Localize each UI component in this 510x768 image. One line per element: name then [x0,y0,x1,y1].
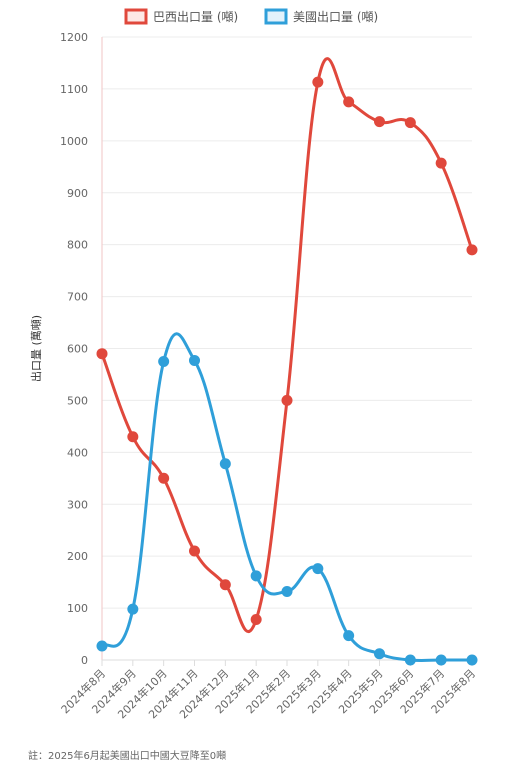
data-point[interactable] [158,472,170,484]
y-tick-label: 800 [67,239,88,252]
y-tick-label: 0 [81,654,88,667]
data-point[interactable] [343,96,355,108]
data-point[interactable] [96,640,108,652]
data-point[interactable] [374,648,385,660]
data-point[interactable] [435,654,447,666]
legend-label: 美國出口量 (噸) [293,10,378,24]
data-point[interactable] [127,603,139,615]
data-point[interactable] [250,614,262,626]
legend-swatch [124,8,148,25]
series-line [100,57,474,633]
series-usa [96,332,478,666]
data-point[interactable] [189,354,200,366]
data-point[interactable] [404,117,416,129]
y-tick-label: 200 [67,550,88,563]
grid [101,36,472,661]
data-point[interactable] [435,157,447,169]
data-point[interactable] [219,579,231,591]
data-point[interactable] [466,244,478,256]
y-tick-label: 600 [67,343,88,356]
data-point[interactable] [219,458,231,470]
legend-item-brazil[interactable]: 巴西出口量 (噸) [124,8,238,25]
data-point[interactable] [127,431,139,443]
data-point[interactable] [312,76,324,88]
y-tick-label: 1100 [60,83,88,96]
footnote: 註：2025年6月起美國出口中國大豆降至0噸 [28,751,227,762]
data-point[interactable] [404,654,416,666]
y-tick-label: 500 [67,394,88,407]
data-point[interactable] [281,585,293,597]
data-point[interactable] [466,654,478,666]
y-tick-label: 1000 [60,135,88,148]
data-point[interactable] [189,545,200,557]
y-tick-label: 1200 [60,31,88,44]
data-point[interactable] [158,355,170,367]
data-point[interactable] [343,630,355,642]
x-axis-ticks: 2024年8月2024年9月2024年10月2024年11月2024年12月20… [58,660,478,721]
y-tick-label: 300 [67,498,88,511]
y-tick-label: 700 [67,291,88,304]
y-tick-label: 100 [67,602,88,615]
legend-swatch [264,8,288,25]
data-point[interactable] [250,570,262,582]
legend-label: 巴西出口量 (噸) [153,10,238,24]
y-axis-title: 出口量 (萬噸) [29,315,43,382]
data-point[interactable] [281,394,293,406]
series-brazil [96,57,478,633]
y-tick-label: 400 [67,446,88,459]
data-point[interactable] [312,563,324,575]
data-point[interactable] [374,116,385,128]
series-line [100,332,472,663]
legend: 巴西出口量 (噸) 美國出口量 (噸) [124,8,378,25]
line-chart: 巴西出口量 (噸) 美國出口量 (噸) 0 100 200 300 400 500 600 70… [29,8,478,721]
y-tick-label: 900 [67,187,88,200]
series-group [96,57,478,666]
legend-item-usa[interactable]: 美國出口量 (噸) [264,8,378,25]
y-axis-ticks: 0 100 200 300 400 500 600 700 800 900 1000 1100 1200 [60,31,88,667]
data-point[interactable] [96,348,108,360]
